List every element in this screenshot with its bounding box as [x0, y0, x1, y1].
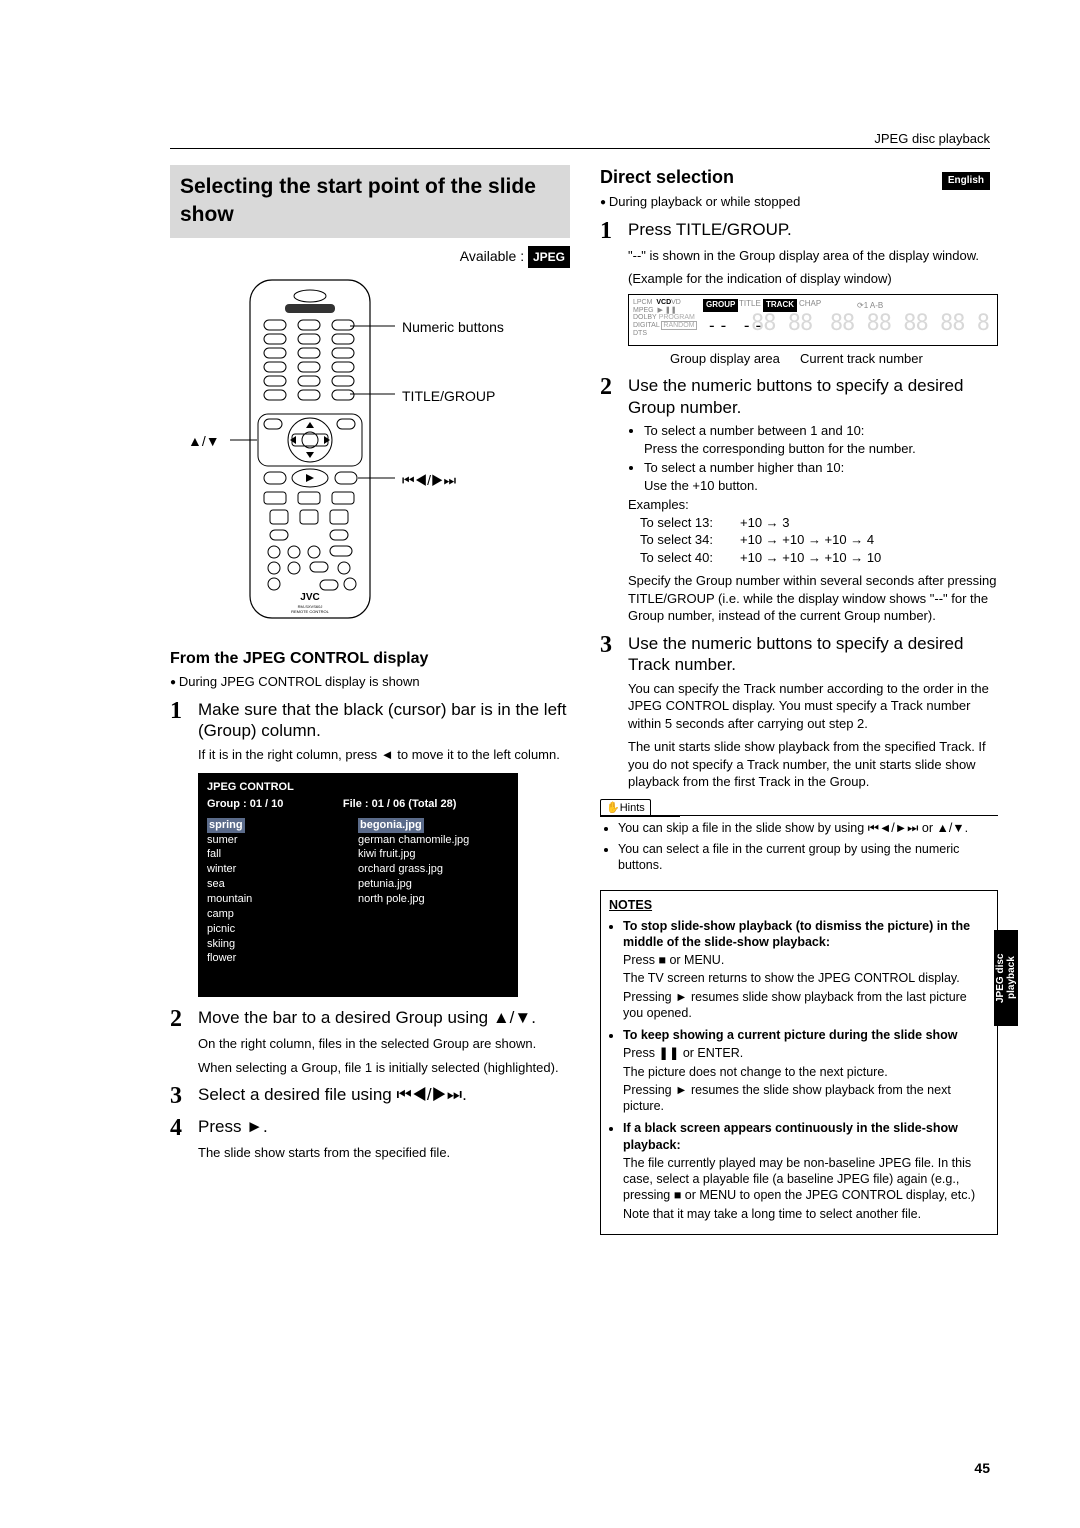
- dw-88-sm: 88 88: [751, 309, 812, 339]
- step3-head: Select a desired file using ⏮◀/▶⏭.: [198, 1084, 467, 1108]
- notes-box: NOTES To stop slide-show playback (to di…: [600, 890, 998, 1235]
- step2-head: Move the bar to a desired Group using ▲/…: [198, 1007, 536, 1031]
- dw-group: GROUP: [703, 299, 738, 312]
- r-step3-body2: The unit starts slide show playback from…: [628, 738, 998, 791]
- page-number: 45: [974, 1459, 990, 1478]
- jc-title: JPEG CONTROL: [207, 780, 509, 795]
- dw-under-l: Group display area: [670, 350, 800, 368]
- svg-text:REMOTE CONTROL: REMOTE CONTROL: [291, 609, 330, 614]
- from-jpeg-heading: From the JPEG CONTROL display: [170, 648, 570, 670]
- label-numeric: Numeric buttons: [402, 318, 504, 337]
- jpeg-control-box: JPEG CONTROL Group : 01 / 10 File : 01 /…: [198, 773, 518, 997]
- side-tab: JPEG discplayback: [994, 930, 1018, 1026]
- jc-left-9: flower: [207, 951, 358, 966]
- page-title: Selecting the start point of the slide s…: [180, 173, 560, 230]
- r-step-num-1: 1: [600, 219, 620, 243]
- step4-body: The slide show starts from the specified…: [198, 1144, 570, 1162]
- step-num-2: 2: [170, 1007, 190, 1031]
- step2-body1: On the right column, files in the select…: [198, 1035, 570, 1053]
- r-step2-head: Use the numeric buttons to specify a des…: [628, 375, 998, 418]
- dw-under-r: Current track number: [800, 350, 923, 368]
- jc-right-0: begonia.jpg: [358, 818, 424, 833]
- jc-left-8: skiing: [207, 937, 358, 952]
- step1-body: If it is in the right column, press ◄ to…: [198, 746, 570, 764]
- svg-text:JVC: JVC: [300, 592, 319, 603]
- hints-label: ✋Hints: [600, 799, 651, 816]
- remote-svg: JVC RM-SXVS60J REMOTE CONTROL: [230, 274, 400, 624]
- jc-right-2: kiwi fruit.jpg: [358, 847, 509, 862]
- display-window: LPCM VCDVD MPEG ▶ ❚❚ DOLBY PROGRAM DIGIT…: [628, 294, 998, 346]
- title-box: Selecting the start point of the slide s…: [170, 165, 570, 238]
- step-num-4: 4: [170, 1116, 190, 1140]
- language-badge: English: [942, 172, 990, 190]
- r-step2-bullets: To select a number between 1 and 10:Pres…: [628, 422, 998, 566]
- examples-label: Examples:: [628, 496, 998, 514]
- jc-left-3: winter: [207, 862, 358, 877]
- label-arrows: ▲/▼: [188, 432, 220, 451]
- r-step-num-2: 2: [600, 375, 620, 418]
- step4-head: Press ►.: [198, 1116, 268, 1140]
- hint-1: You can skip a file in the slide show by…: [618, 820, 998, 837]
- jpeg-badge: JPEG: [528, 246, 570, 268]
- r-step1-head: Press TITLE/GROUP.: [628, 219, 792, 243]
- step2-body2: When selecting a Group, file 1 is initia…: [198, 1059, 570, 1077]
- note-1: To stop slide-show playback (to dismiss …: [623, 918, 989, 1022]
- jc-right-3: orchard grass.jpg: [358, 862, 509, 877]
- cond-line: During JPEG CONTROL display is shown: [170, 673, 570, 691]
- hints-body: You can skip a file in the slide show by…: [600, 816, 998, 885]
- jc-left-0: spring: [207, 818, 245, 833]
- direct-selection-heading: Direct selection: [600, 165, 998, 189]
- jc-right-1: german chamomile.jpg: [358, 833, 509, 848]
- step1-head: Make sure that the black (cursor) bar is…: [198, 699, 570, 742]
- step-num-1: 1: [170, 699, 190, 742]
- notes-title: NOTES: [609, 897, 989, 913]
- jc-right-col: begonia.jpg german chamomile.jpg kiwi fr…: [358, 818, 509, 966]
- jc-right-4: petunia.jpg: [358, 877, 509, 892]
- r-step2-note: Specify the Group number within several …: [628, 572, 998, 625]
- note-2: To keep showing a current picture during…: [623, 1027, 989, 1114]
- r-step1-body1: "--" is shown in the Group display area …: [628, 247, 998, 265]
- jc-left-6: camp: [207, 907, 358, 922]
- jc-file: File : 01 / 06 (Total 28): [343, 797, 457, 812]
- r-step1-body2: (Example for the indication of display w…: [628, 270, 998, 288]
- available-label: Available :: [460, 247, 524, 263]
- header-section: JPEG disc playback: [874, 130, 990, 148]
- jc-left-col: spring sumer fall winter sea mountain ca…: [207, 818, 358, 966]
- jc-left-5: mountain: [207, 892, 358, 907]
- jc-right-5: north pole.jpg: [358, 892, 509, 907]
- jc-left-7: picnic: [207, 922, 358, 937]
- jc-left-2: fall: [207, 847, 358, 862]
- dw-88: 88 88 88 88 8: [830, 309, 989, 339]
- jc-left-1: sumer: [207, 833, 358, 848]
- dw-left-labels: LPCM VCDVD MPEG ▶ ❚❚ DOLBY PROGRAM DIGIT…: [633, 299, 697, 337]
- step-num-3: 3: [170, 1084, 190, 1108]
- remote-diagram: JVC RM-SXVS60J REMOTE CONTROL Numeric bu…: [170, 274, 570, 634]
- hint-2: You can select a file in the current gro…: [618, 841, 998, 875]
- label-title-group: TITLE/GROUP: [402, 387, 495, 406]
- header-rule: [170, 148, 990, 149]
- r-step3-body1: You can specify the Track number accordi…: [628, 680, 998, 733]
- label-skip: ⏮◀/▶⏭: [402, 471, 456, 490]
- examples-table: To select 13:+10 → 3 To select 34:+10 → …: [640, 514, 998, 567]
- jc-group: Group : 01 / 10: [207, 797, 343, 812]
- direct-cond: During playback or while stopped: [600, 193, 998, 211]
- dw-under: Group display area Current track number: [670, 350, 998, 368]
- r-step3-head: Use the numeric buttons to specify a des…: [628, 633, 998, 676]
- jc-left-4: sea: [207, 877, 358, 892]
- available-row: Available : JPEG: [170, 246, 570, 268]
- note-3: If a black screen appears continuously i…: [623, 1120, 989, 1222]
- r-step-num-3: 3: [600, 633, 620, 676]
